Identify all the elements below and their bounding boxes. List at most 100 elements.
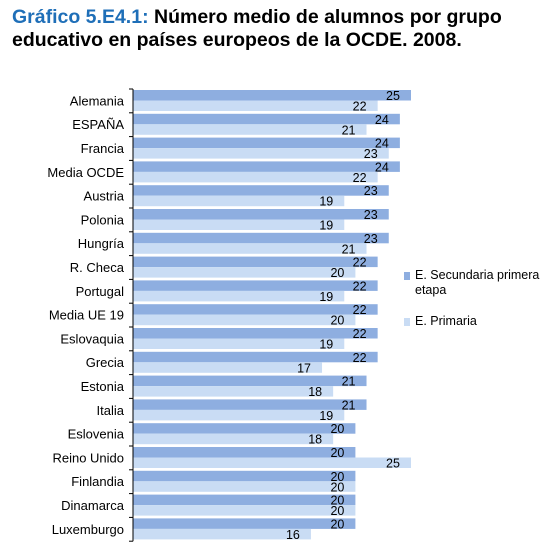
bar-secundaria-austria [133, 185, 389, 196]
bar-secundaria-francia [133, 137, 400, 149]
legend: E. Secundaria primera etapa E. Primaria [404, 268, 549, 329]
bar-secundaria-r-checa [133, 256, 378, 268]
legend-label-secundaria: E. Secundaria primera etapa [415, 268, 540, 297]
category-label-espana: ESPAÑA [72, 117, 124, 132]
bar-secundaria-polonia [133, 209, 389, 220]
legend-swatch-secundaria [404, 272, 410, 280]
category-label-media-ue-19: Media UE 19 [49, 308, 124, 323]
category-label-hungria: Hungría [78, 236, 125, 251]
data-label-primaria-finlandia: 20 [330, 480, 344, 494]
category-label-portugal: Portugal [76, 284, 125, 299]
bar-secundaria-italia [133, 399, 367, 410]
category-label-francia: Francia [81, 141, 125, 156]
category-label-italia: Italia [97, 403, 125, 418]
data-label-primaria-francia: 23 [364, 147, 378, 161]
category-labels: Alemania ESPAÑA Francia Media OCDE Austria Po… [47, 93, 124, 536]
data-label-primaria-luxemburgo: 16 [286, 528, 300, 542]
bar-primaria-media-ocde [133, 171, 378, 183]
data-label-primaria-estonia: 18 [308, 385, 322, 399]
data-label-primaria-media-ue-19: 20 [330, 314, 344, 328]
bar-secundaria-eslovenia [133, 423, 356, 434]
bar-primaria-finlandia [133, 481, 356, 492]
data-label-primaria-eslovaquia: 19 [319, 338, 333, 352]
data-label-secundaria-espana: 24 [375, 113, 389, 127]
bar-secundaria-eslovaquia [133, 328, 378, 339]
bar-primaria-media-ue-19 [133, 314, 356, 326]
bar-secundaria-media-ocde [133, 161, 400, 172]
data-label-secundaria-italia: 21 [342, 398, 356, 412]
bar-primaria-dinamarca [133, 505, 356, 516]
bar-primaria-eslovenia [133, 433, 334, 445]
legend-label-primaria: E. Primaria [415, 314, 477, 328]
bar-secundaria-grecia [133, 351, 378, 363]
bar-secundaria-hungria [133, 232, 389, 244]
category-label-eslovenia: Eslovenia [68, 427, 125, 442]
data-label-secundaria-portugal: 22 [353, 279, 367, 293]
bar-secundaria-portugal [133, 280, 378, 291]
data-label-secundaria-alemania: 25 [386, 89, 400, 103]
category-label-media-ocde: Media OCDE [47, 165, 124, 180]
data-label-primaria-r-checa: 20 [330, 266, 344, 280]
data-label-primaria-dinamarca: 20 [330, 504, 344, 518]
data-label-primaria-reino-unido: 25 [386, 457, 400, 471]
category-label-r-checa: R. Checa [70, 260, 125, 275]
bar-primaria-estonia [133, 386, 334, 397]
data-label-primaria-portugal: 19 [319, 290, 333, 304]
category-label-grecia: Grecia [86, 355, 125, 370]
bar-primaria-grecia [133, 362, 323, 373]
category-axis-ticks [129, 88, 133, 542]
bar-primaria-austria [133, 195, 345, 207]
category-label-luxemburgo: Luxemburgo [52, 522, 124, 537]
category-label-austria: Austria [84, 189, 125, 204]
bar-secundaria-espana [133, 113, 400, 125]
data-label-primaria-grecia: 17 [297, 361, 311, 375]
data-label-secundaria-finlandia: 20 [330, 470, 344, 484]
bar-secundaria-finlandia [133, 470, 356, 482]
bar-primaria-hungria [133, 243, 367, 254]
bar-primaria-luxemburgo [133, 528, 311, 540]
data-label-secundaria-media-ue-19: 22 [353, 303, 367, 317]
value-labels: 2522242124232422231923192321222022192220… [286, 89, 400, 542]
data-label-primaria-italia: 19 [319, 409, 333, 423]
bar-primaria-francia [133, 148, 389, 159]
bar-secundaria-estonia [133, 375, 367, 387]
data-label-primaria-eslovenia: 18 [308, 433, 322, 447]
data-label-primaria-alemania: 22 [353, 100, 367, 114]
data-label-secundaria-grecia: 22 [353, 351, 367, 365]
category-label-alemania: Alemania [70, 93, 125, 108]
data-label-secundaria-estonia: 21 [342, 375, 356, 389]
category-label-estonia: Estonia [81, 379, 125, 394]
data-label-secundaria-r-checa: 22 [353, 256, 367, 270]
data-label-secundaria-austria: 23 [364, 184, 378, 198]
bar-primaria-polonia [133, 219, 345, 230]
chart-title-prefix: Gráfico 5.E4.1: [12, 6, 149, 28]
bar-secundaria-alemania [133, 90, 411, 101]
data-label-primaria-hungria: 21 [342, 242, 356, 256]
bar-secundaria-media-ue-19 [133, 304, 378, 315]
data-label-secundaria-dinamarca: 20 [330, 494, 344, 508]
legend-item-primaria: E. Primaria [404, 314, 549, 329]
chart-title: Gráfico 5.E4.1: Número medio de alumnos … [12, 6, 542, 52]
bars [133, 90, 411, 540]
chart-title-text: Número medio de alumnos por grupo educat… [12, 6, 502, 51]
bar-primaria-espana [133, 124, 367, 135]
data-label-secundaria-media-ocde: 24 [375, 160, 389, 174]
bar-secundaria-dinamarca [133, 494, 356, 506]
category-label-dinamarca: Dinamarca [61, 498, 125, 513]
data-label-secundaria-eslovenia: 20 [330, 422, 344, 436]
bar-primaria-portugal [133, 290, 345, 302]
category-label-reino-unido: Reino Unido [52, 450, 124, 465]
category-label-polonia: Polonia [81, 212, 125, 227]
data-label-secundaria-hungria: 23 [364, 232, 378, 246]
category-label-eslovaquia: Eslovaquia [60, 331, 124, 346]
data-label-primaria-media-ocde: 22 [353, 171, 367, 185]
data-label-secundaria-polonia: 23 [364, 208, 378, 222]
bar-secundaria-luxemburgo [133, 518, 356, 529]
bar-primaria-italia [133, 409, 345, 421]
data-label-primaria-austria: 19 [319, 195, 333, 209]
data-label-primaria-espana: 21 [342, 123, 356, 137]
bar-primaria-r-checa [133, 267, 356, 278]
data-label-secundaria-eslovaquia: 22 [353, 327, 367, 341]
data-label-secundaria-reino-unido: 20 [330, 446, 344, 460]
